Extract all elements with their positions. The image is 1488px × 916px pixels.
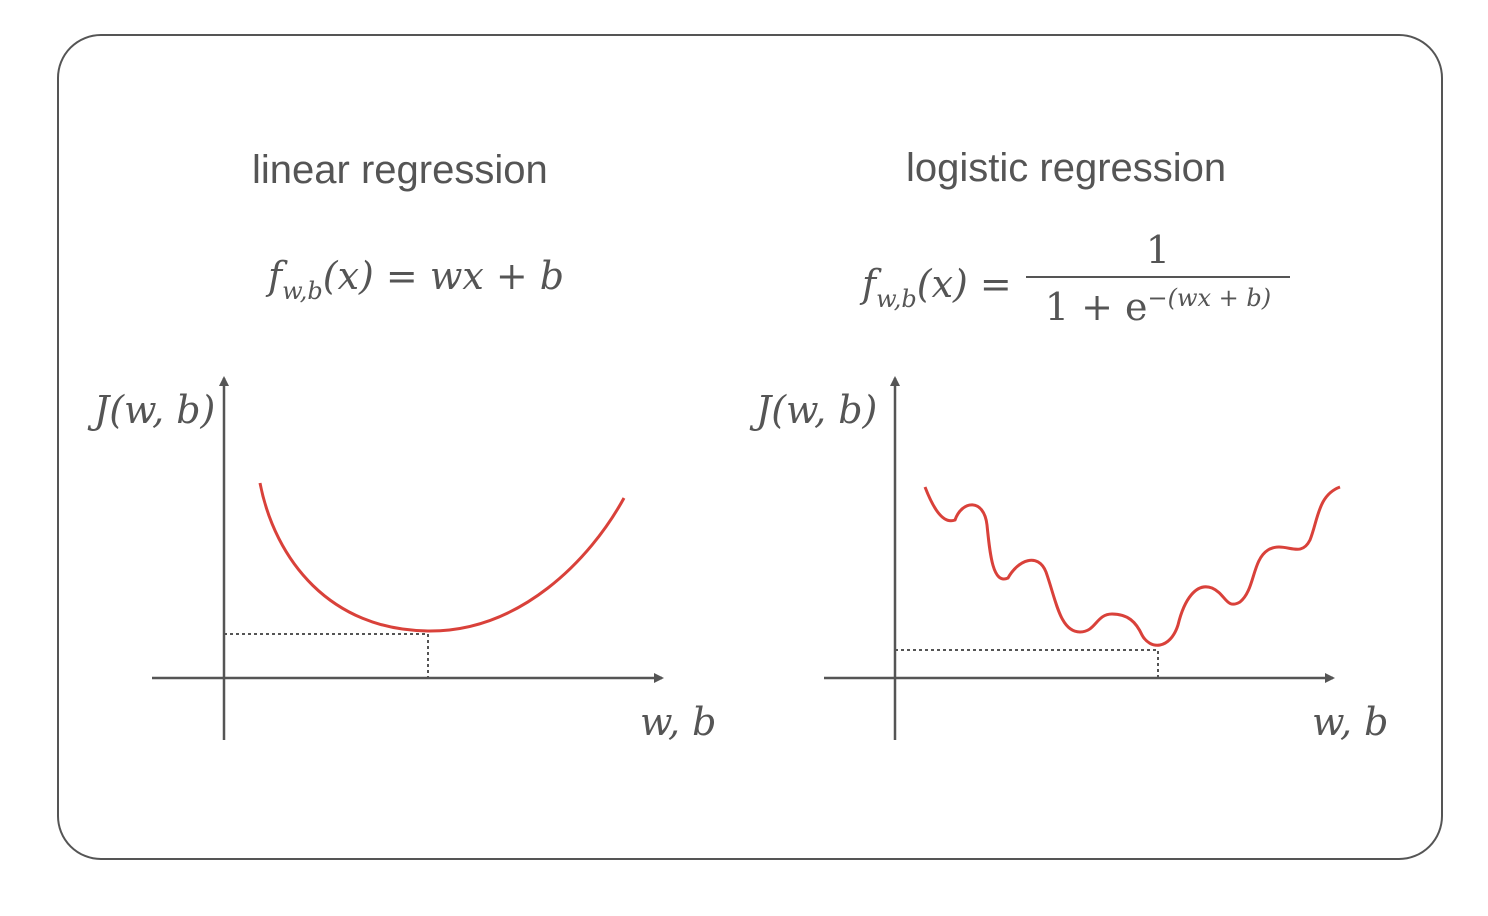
right-formula-mid: (x) =: [916, 262, 1012, 306]
left-convex-curve: [258, 482, 626, 633]
left-ylabel: J(w, b): [94, 388, 216, 432]
right-fraction: 1 1 + e−(wx + b): [1026, 228, 1290, 329]
right-denominator: 1 + e−(wx + b): [1026, 284, 1290, 329]
fraction-bar: [1026, 276, 1290, 278]
left-xlabel: w, b: [640, 700, 717, 744]
left-formula-f: f: [268, 254, 283, 298]
right-formula-sub: w,b: [876, 285, 917, 313]
right-numerator: 1: [1145, 228, 1171, 272]
right-min-guide: [895, 649, 1159, 678]
right-nonconvex-curve: [923, 485, 1341, 647]
right-xlabel: w, b: [1312, 700, 1389, 744]
left-title: linear regression: [252, 148, 548, 192]
left-formula-sub: w,b: [282, 277, 323, 305]
right-den-base: 1 + e: [1044, 285, 1148, 329]
left-formula: fw,b(x) = wx + b: [268, 254, 564, 305]
right-ylabel: J(w, b): [756, 388, 878, 432]
left-formula-rest: (x) = wx + b: [322, 254, 565, 298]
right-formula-left: fw,b(x) =: [862, 262, 1012, 313]
diagram-frame: [57, 34, 1443, 860]
right-title: logistic regression: [906, 146, 1227, 190]
right-den-sup: −(wx + b): [1147, 284, 1272, 312]
left-min-guide: [224, 633, 429, 678]
right-formula-f: f: [862, 262, 877, 306]
